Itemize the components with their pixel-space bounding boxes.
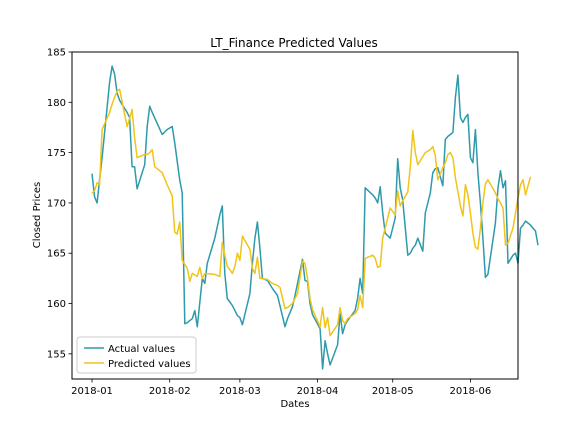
plot-frame [71,51,519,380]
legend: Actual values Predicted values [76,336,197,374]
y-axis-label: Closed Prices [32,182,43,248]
y-tick-label: 165 [47,249,66,260]
y-tick-label: 155 [47,349,66,360]
x-axis: 2018-01 2018-02 2018-03 2018-04 2018-05 2018-… [71,379,491,397]
y-tick-label: 170 [47,198,66,209]
x-tick-label: 2018-03 [219,386,261,397]
y-tick-label: 185 [47,48,66,59]
legend-label-actual: Actual values [108,344,175,355]
legend-label-predicted: Predicted values [108,359,191,370]
x-tick-label: 2018-06 [449,386,491,397]
series-layer [91,65,539,370]
legend-box [76,336,197,374]
y-tick-label: 160 [47,299,66,310]
y-axis: 155 160 165 170 175 180 185 [47,48,72,360]
x-tick-label: 2018-04 [297,386,339,397]
x-axis-label: Dates [280,399,309,410]
x-tick-label: 2018-01 [71,386,113,397]
x-tick-label: 2018-05 [372,386,414,397]
series-line-actual [91,65,539,370]
y-tick-label: 180 [47,98,66,109]
chart-title: LT_Finance Predicted Values [210,36,377,50]
series-line-predicted [91,88,532,337]
x-tick-label: 2018-02 [149,386,191,397]
y-tick-label: 175 [47,148,66,159]
